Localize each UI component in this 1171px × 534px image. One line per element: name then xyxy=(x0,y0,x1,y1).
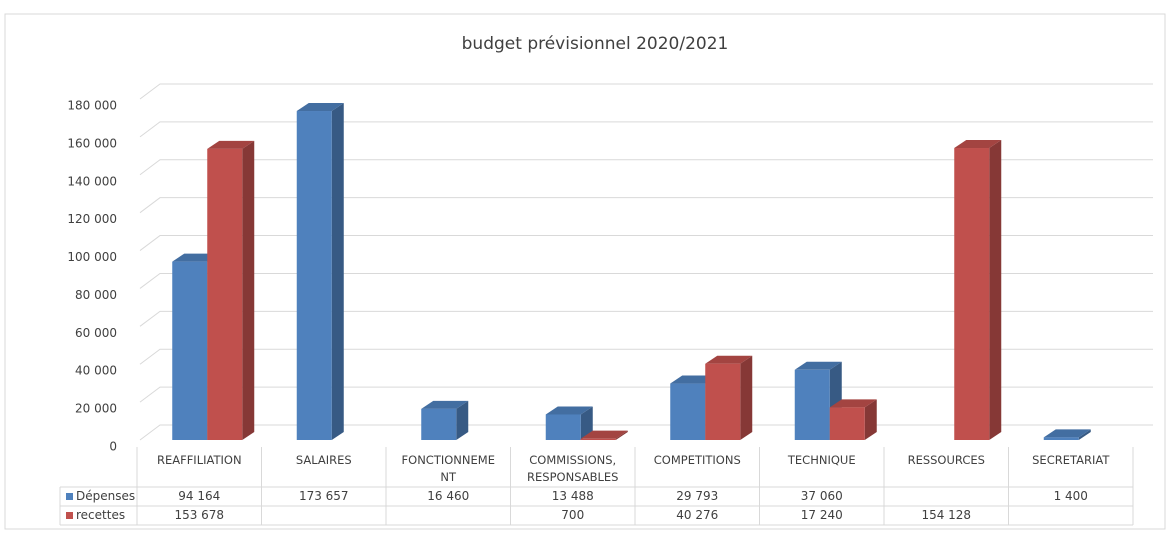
grid-line xyxy=(139,235,1153,251)
y-tick-label: 160 000 xyxy=(67,136,117,150)
bar-top xyxy=(705,355,753,364)
legend-label: recettes xyxy=(76,508,125,522)
x-tick-label: SECRETARIAT xyxy=(1032,453,1110,467)
x-tick-label: SALAIRES xyxy=(295,453,352,467)
bar-top xyxy=(794,361,842,370)
y-tick-label: 180 000 xyxy=(67,99,117,113)
data-label: 153 678 xyxy=(174,508,224,522)
data-label: 94 164 xyxy=(178,489,220,503)
bar xyxy=(954,148,990,440)
bar-top xyxy=(421,400,469,409)
bar xyxy=(421,408,457,440)
y-tick-label: 80 000 xyxy=(75,288,117,302)
bar-side xyxy=(1078,429,1091,440)
bar-top xyxy=(1043,429,1091,438)
bar xyxy=(1043,437,1079,440)
chart-border xyxy=(4,13,1166,530)
grid-line xyxy=(139,310,1153,327)
bar xyxy=(794,369,830,440)
bar-side xyxy=(740,355,753,440)
bar-side xyxy=(331,103,344,440)
chart-title: budget prévisionnel 2020/2021 xyxy=(462,34,729,54)
bar xyxy=(545,414,581,440)
data-label: 173 657 xyxy=(299,489,349,503)
grid-line xyxy=(139,197,1153,214)
y-tick-label: 40 000 xyxy=(75,364,117,378)
bar-top xyxy=(580,430,628,439)
bar-side xyxy=(615,430,628,440)
legend-swatch xyxy=(66,512,73,519)
grid-line xyxy=(139,159,1153,176)
y-tick-label: 100 000 xyxy=(67,250,117,264)
bar xyxy=(580,438,616,440)
bar-side xyxy=(989,140,1002,440)
y-tick-label: 0 xyxy=(109,440,117,454)
bar xyxy=(670,383,706,440)
x-tick-label: FONCTIONNEMENT xyxy=(401,453,495,484)
bar xyxy=(296,111,332,440)
x-tick-label: TECHNIQUE xyxy=(787,453,856,467)
data-label: 40 276 xyxy=(676,508,718,522)
data-label: 154 128 xyxy=(921,508,971,522)
legend-swatch xyxy=(66,493,73,500)
y-tick-label: 20 000 xyxy=(75,402,117,416)
bar-top xyxy=(296,103,344,112)
data-label: 13 488 xyxy=(552,489,594,503)
x-tick-label: COMMISSIONS, RESPONSABLES xyxy=(527,453,619,484)
bar xyxy=(207,148,243,440)
bar xyxy=(172,261,208,440)
bar-top xyxy=(207,140,255,149)
legend-label: Dépenses xyxy=(76,489,135,503)
bar-side xyxy=(580,406,593,440)
grid-line xyxy=(139,272,1153,289)
data-label: 37 060 xyxy=(801,489,843,503)
y-tick-label: 140 000 xyxy=(67,174,117,188)
y-tick-label: 60 000 xyxy=(75,326,117,340)
data-label: 1 400 xyxy=(1054,489,1088,503)
x-tick-label: COMPETITIONS xyxy=(653,453,741,467)
bar-side xyxy=(456,400,469,440)
data-label: 29 793 xyxy=(676,489,718,503)
data-label: 17 240 xyxy=(801,508,843,522)
bar-top xyxy=(829,399,877,408)
y-tick-label: 120 000 xyxy=(67,212,117,226)
x-tick-label: RESSOURCES xyxy=(907,453,985,467)
bar-top xyxy=(545,406,593,415)
grid-line xyxy=(139,83,1153,100)
bar-top xyxy=(954,140,1002,149)
x-tick-label: REAFFILIATION xyxy=(156,453,242,467)
grid-line xyxy=(139,348,1153,365)
data-label: 700 xyxy=(561,508,584,522)
bar-side xyxy=(242,140,255,440)
bar xyxy=(705,363,741,440)
data-label: 16 460 xyxy=(427,489,469,503)
bar-side xyxy=(864,399,877,440)
grid-line xyxy=(139,121,1153,138)
bar xyxy=(829,407,865,440)
